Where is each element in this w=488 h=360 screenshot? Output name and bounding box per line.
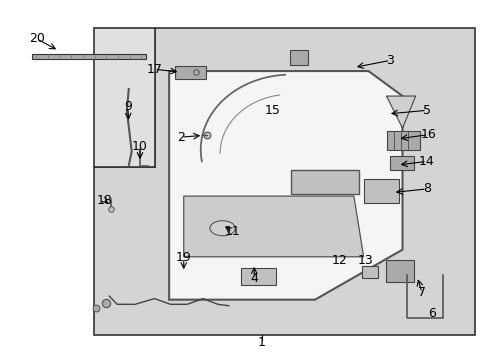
- Text: 6: 6: [427, 307, 435, 320]
- Bar: [289, 50, 307, 65]
- Polygon shape: [94, 28, 154, 167]
- Text: 15: 15: [264, 104, 280, 117]
- Text: 3: 3: [386, 54, 393, 67]
- Polygon shape: [94, 28, 474, 336]
- Text: 12: 12: [331, 254, 346, 267]
- Text: 20: 20: [29, 32, 45, 45]
- Bar: [361, 266, 377, 278]
- Text: 10: 10: [132, 140, 147, 153]
- Text: 18: 18: [97, 194, 113, 207]
- Bar: [389, 157, 413, 170]
- Text: 19: 19: [176, 251, 191, 264]
- Text: 1: 1: [257, 336, 265, 349]
- Bar: [385, 260, 413, 282]
- Text: 17: 17: [146, 63, 162, 76]
- Bar: [386, 131, 419, 150]
- Ellipse shape: [209, 221, 235, 236]
- Text: 13: 13: [356, 254, 372, 267]
- Text: 7: 7: [417, 286, 425, 299]
- Text: 4: 4: [250, 272, 258, 285]
- Bar: [240, 268, 275, 285]
- Text: 5: 5: [422, 104, 430, 117]
- Text: 16: 16: [420, 128, 435, 141]
- Bar: [31, 54, 146, 59]
- Polygon shape: [386, 96, 415, 128]
- Polygon shape: [169, 71, 402, 300]
- Text: 14: 14: [418, 155, 434, 168]
- Bar: [175, 66, 205, 79]
- Bar: [290, 170, 358, 194]
- Bar: [363, 179, 398, 203]
- Text: 9: 9: [123, 100, 131, 113]
- Text: 11: 11: [224, 225, 240, 238]
- Polygon shape: [183, 196, 363, 257]
- Text: 8: 8: [422, 183, 430, 195]
- Text: 2: 2: [177, 131, 185, 144]
